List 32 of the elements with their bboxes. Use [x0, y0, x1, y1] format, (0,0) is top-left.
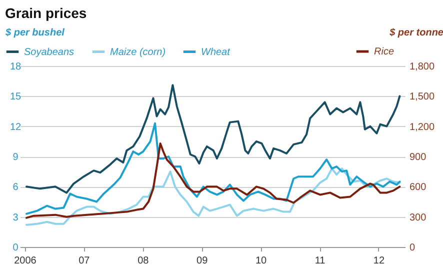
x-tick-label: 12 [373, 256, 385, 266]
legend-label: Maize (corn) [110, 46, 166, 58]
line-series [25, 168, 401, 226]
y2-axis-title: $ per tonne [388, 28, 443, 38]
y-tick-label: 6 [12, 182, 19, 194]
y-tick-label: 18 [10, 62, 22, 72]
x-tick-label: 09 [196, 256, 208, 266]
y2-tick-label: 600 [410, 182, 427, 194]
x-tick-label: 10 [255, 256, 268, 266]
y2-tick-label: 900 [410, 152, 427, 163]
y2-tick-label: 300 [410, 212, 427, 224]
line-series [25, 122, 401, 215]
y-axis-title: $ per bushel [4, 28, 65, 38]
y2-tick-label: 1,200 [410, 122, 435, 133]
y-tick-label: 9 [12, 152, 19, 163]
line-series [25, 142, 401, 219]
line-series [25, 84, 401, 194]
y-tick-label: 3 [12, 212, 19, 224]
legend-label: Wheat [201, 46, 232, 58]
x-tick-label: 08 [138, 256, 150, 266]
y2-tick-label: 1,800 [410, 62, 435, 72]
y-tick-label: 15 [10, 92, 22, 103]
legend-label: Rice [374, 46, 394, 58]
y2-tick-label: 0 [410, 242, 416, 254]
x-tick-label: 11 [314, 256, 326, 266]
x-tick-label: 07 [78, 256, 90, 266]
y2-tick-label: 1,500 [410, 92, 435, 103]
x-tick-label: 2006 [14, 256, 37, 266]
legend-label: Soyabeans [24, 46, 74, 58]
y-tick-label: 12 [10, 122, 22, 133]
chart-title: Grain prices [5, 5, 87, 21]
y-tick-label: 0 [12, 242, 19, 254]
